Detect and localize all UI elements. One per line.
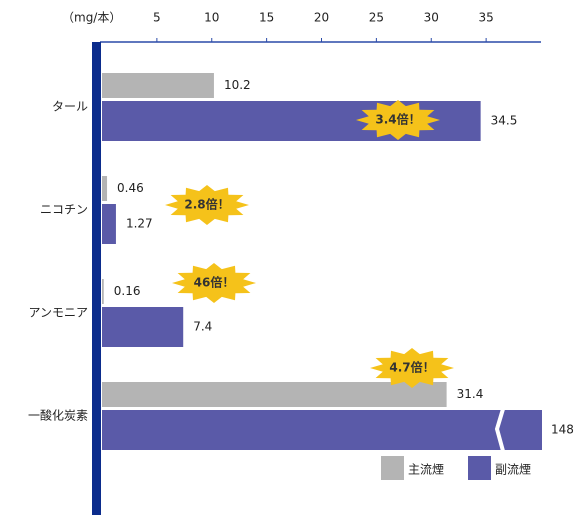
category-label: タール [52,100,88,114]
bar [102,410,542,450]
badge-star [172,263,256,303]
bars [102,73,542,450]
value-label: 7.4 [193,320,212,334]
axis-break [494,408,505,452]
legend-swatch [468,456,491,480]
annotation: 4.7倍！ [389,360,434,375]
bar [102,73,214,98]
x-tick-label: 20 [314,11,329,25]
annotation: 2.8倍！ [184,197,229,212]
badge-star [356,100,440,140]
bar [102,204,116,244]
badge-star [370,348,454,388]
category-label: アンモニア [28,306,88,320]
badge-star [165,185,249,225]
annotation: 46倍！ [194,275,235,290]
x-tick-label: 15 [259,11,274,25]
value-label: 0.46 [117,181,144,195]
value-label: 34.5 [491,114,518,128]
y-axis [92,42,101,515]
x-tick-label: 30 [424,11,439,25]
unit-label: （mg/本） [62,11,121,25]
x-tick-label: 5 [153,11,161,25]
legend-label: 主流煙 [408,463,444,477]
x-tick-label: 10 [204,11,219,25]
bar [102,279,104,304]
category-label: ニコチン [40,203,88,217]
value-label: 148 [551,423,574,437]
category-label: 一酸化炭素 [28,408,88,423]
value-label: 10.2 [224,78,251,92]
value-label: 31.4 [457,387,484,401]
value-label: 1.27 [126,217,153,231]
x-tick-label: 25 [369,11,384,25]
value-label: 0.16 [114,284,141,298]
x-tick-label: 35 [478,11,493,25]
bar [102,307,184,347]
bar [102,382,447,407]
bar [102,176,108,201]
annotation: 3.4倍！ [375,112,420,127]
legend-label: 副流煙 [495,463,531,477]
legend-swatch [381,456,404,480]
